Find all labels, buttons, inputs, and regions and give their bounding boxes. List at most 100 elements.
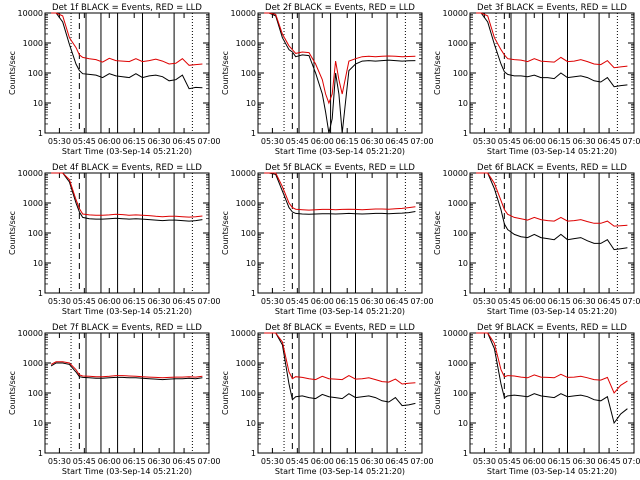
y-tick-label: 100 xyxy=(28,229,43,238)
lld-series-line xyxy=(51,172,203,218)
x-tick-label: 05:45 xyxy=(498,137,521,146)
x-tick-label: 06:45 xyxy=(173,137,196,146)
x-tick-label: 05:30 xyxy=(48,457,71,466)
panel-title: Det 6f BLACK = Events, RED = LLD xyxy=(477,163,627,173)
x-tick-label: 06:00 xyxy=(523,297,546,306)
plot-frame xyxy=(257,332,423,454)
x-axis-label: Start Time (03-Sep-14 05:21:20) xyxy=(275,467,405,476)
x-axis-label: Start Time (03-Sep-14 05:21:20) xyxy=(487,307,617,316)
y-tick-label: 1000 xyxy=(236,199,256,208)
x-tick-label: 07:00 xyxy=(410,297,433,306)
x-tick-label: 07:00 xyxy=(622,297,640,306)
lld-series-line xyxy=(476,172,628,227)
y-tick-label: 10 xyxy=(458,259,468,268)
y-tick-label: 1 xyxy=(463,449,468,458)
lld-series-line xyxy=(476,332,628,394)
x-axis-label: Start Time (03-Sep-14 05:21:20) xyxy=(62,147,192,156)
y-tick-label: 1 xyxy=(251,289,256,298)
x-tick-label: 06:15 xyxy=(336,457,359,466)
y-tick-label: 1000 xyxy=(23,199,43,208)
y-tick-label: 100 xyxy=(241,69,256,78)
detector-panel-4: 1 10 100 1000 10000 05:30 05:45 06:00 06:15 06:30… xyxy=(8,163,221,316)
x-tick-label: 05:45 xyxy=(73,297,96,306)
x-tick-label: 06:15 xyxy=(123,457,146,466)
detector-panel-6: 1 10 100 1000 10000 05:30 05:45 06:00 06:15 06:30… xyxy=(433,163,640,316)
events-series-line xyxy=(51,12,203,90)
panel-title: Det 3f BLACK = Events, RED = LLD xyxy=(477,3,627,13)
lld-series-line xyxy=(50,361,203,379)
x-tick-label: 06:30 xyxy=(361,297,384,306)
x-tick-label: 06:30 xyxy=(148,297,171,306)
x-tick-label: 06:00 xyxy=(98,297,121,306)
x-tick-label: 06:45 xyxy=(598,137,621,146)
plot-frame xyxy=(44,332,210,454)
plot-frame xyxy=(44,172,210,294)
plot-frame xyxy=(257,12,423,134)
detector-panel-3: 1 10 100 1000 10000 05:30 05:45 06:00 06:15 06:30… xyxy=(433,3,640,156)
x-axis-label: Start Time (03-Sep-14 05:21:20) xyxy=(62,307,192,316)
y-axis-label: Counts/sec xyxy=(433,371,442,415)
detector-panel-7: 1 10 100 1000 10000 05:30 05:45 06:00 06:15 06:30… xyxy=(8,323,221,476)
x-tick-label: 06:45 xyxy=(173,457,196,466)
x-tick-label: 06:15 xyxy=(123,297,146,306)
x-tick-label: 05:45 xyxy=(286,457,309,466)
x-tick-label: 07:00 xyxy=(197,457,220,466)
x-tick-label: 06:30 xyxy=(573,457,596,466)
x-tick-label: 06:00 xyxy=(98,137,121,146)
x-axis-label: Start Time (03-Sep-14 05:21:20) xyxy=(275,307,405,316)
x-tick-label: 06:15 xyxy=(336,297,359,306)
x-tick-label: 05:45 xyxy=(498,457,521,466)
events-series-line xyxy=(50,362,203,381)
y-tick-label: 10 xyxy=(458,419,468,428)
y-tick-label: 1000 xyxy=(236,39,256,48)
events-series-line xyxy=(476,12,628,88)
y-tick-label: 10000 xyxy=(443,169,468,178)
y-tick-label: 10 xyxy=(33,99,43,108)
y-tick-label: 1000 xyxy=(448,39,468,48)
y-tick-label: 10 xyxy=(246,419,256,428)
x-tick-label: 07:00 xyxy=(197,297,220,306)
y-tick-label: 1 xyxy=(38,449,43,458)
y-tick-label: 100 xyxy=(28,389,43,398)
x-axis-label: Start Time (03-Sep-14 05:21:20) xyxy=(487,467,617,476)
lld-series-line xyxy=(51,12,203,66)
y-tick-label: 1000 xyxy=(448,359,468,368)
y-axis-label: Counts/sec xyxy=(433,51,442,95)
x-tick-label: 06:45 xyxy=(173,297,196,306)
x-tick-label: 05:45 xyxy=(286,297,309,306)
x-tick-label: 05:30 xyxy=(473,297,496,306)
y-tick-label: 10 xyxy=(246,259,256,268)
x-tick-label: 06:30 xyxy=(573,297,596,306)
x-tick-label: 07:00 xyxy=(410,457,433,466)
x-tick-label: 06:45 xyxy=(386,457,409,466)
y-tick-label: 10000 xyxy=(231,9,256,18)
y-tick-label: 10000 xyxy=(443,9,468,18)
x-tick-label: 06:45 xyxy=(386,297,409,306)
x-tick-label: 05:30 xyxy=(261,137,284,146)
x-tick-label: 07:00 xyxy=(410,137,433,146)
y-tick-label: 10000 xyxy=(18,169,43,178)
x-tick-label: 05:45 xyxy=(498,297,521,306)
x-tick-label: 06:30 xyxy=(148,457,171,466)
detector-panel-5: 1 10 100 1000 10000 05:30 05:45 06:00 06:15 06:30… xyxy=(221,163,434,316)
lld-series-line xyxy=(264,332,416,385)
x-tick-label: 06:00 xyxy=(311,297,334,306)
lld-series-line xyxy=(476,12,628,69)
y-axis-label: Counts/sec xyxy=(433,211,442,255)
y-tick-label: 1000 xyxy=(23,359,43,368)
x-tick-label: 07:00 xyxy=(197,137,220,146)
events-series-line xyxy=(264,332,416,407)
events-series-line xyxy=(476,172,628,251)
y-tick-label: 10000 xyxy=(443,329,468,338)
events-series-line xyxy=(476,332,628,425)
x-tick-label: 05:30 xyxy=(261,297,284,306)
x-tick-label: 05:30 xyxy=(48,297,71,306)
y-tick-label: 10 xyxy=(458,99,468,108)
x-tick-label: 06:15 xyxy=(548,457,571,466)
panel-title: Det 9f BLACK = Events, RED = LLD xyxy=(477,323,627,333)
x-tick-label: 06:00 xyxy=(311,457,334,466)
panel-title: Det 7f BLACK = Events, RED = LLD xyxy=(52,323,202,333)
panel-title: Det 5f BLACK = Events, RED = LLD xyxy=(265,163,415,173)
x-tick-label: 06:00 xyxy=(98,457,121,466)
